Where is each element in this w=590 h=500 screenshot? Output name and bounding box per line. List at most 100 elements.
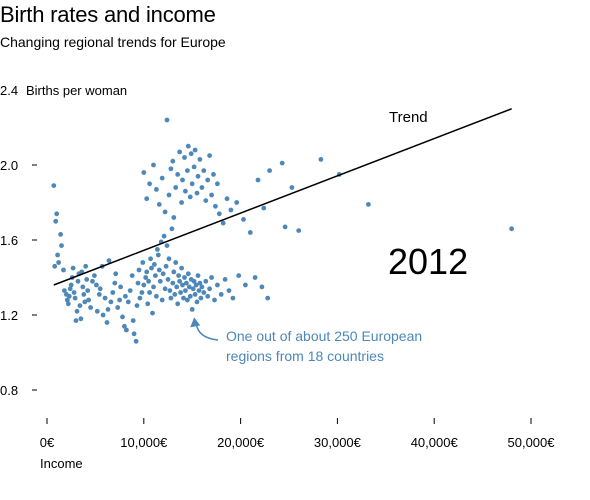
data-point	[120, 314, 125, 320]
data-point	[161, 233, 167, 239]
data-point	[267, 168, 272, 174]
data-point	[205, 293, 211, 299]
data-point	[72, 295, 78, 301]
x-axis-title: Income	[40, 456, 83, 471]
data-point	[177, 149, 183, 155]
data-point	[184, 280, 189, 286]
data-point	[164, 243, 170, 249]
data-point	[318, 157, 324, 162]
data-point	[135, 280, 141, 286]
data-point	[199, 185, 205, 190]
chart-subtitle: Changing regional trends for Europe	[0, 34, 226, 50]
y-axis: 0.8 1.2 1.6 2.0 2.4	[0, 83, 37, 398]
data-point	[141, 170, 147, 175]
data-point	[213, 203, 218, 209]
data-point	[90, 278, 95, 284]
data-point	[134, 303, 140, 308]
data-point	[366, 202, 371, 207]
data-point	[105, 307, 111, 312]
data-point	[203, 198, 209, 204]
data-point	[215, 282, 220, 288]
data-point	[130, 318, 136, 323]
data-point	[243, 282, 248, 288]
data-point	[148, 256, 154, 262]
data-point	[139, 290, 145, 295]
data-point	[180, 177, 185, 183]
data-point	[265, 295, 271, 301]
data-point	[192, 147, 198, 153]
data-point	[154, 293, 159, 299]
data-point	[183, 188, 188, 194]
data-point	[170, 158, 176, 164]
y-tick-label: 2.0	[0, 158, 18, 173]
data-point	[78, 316, 84, 322]
data-point	[188, 151, 194, 157]
data-point	[194, 190, 200, 196]
data-point	[215, 181, 220, 187]
trend-line	[53, 108, 512, 286]
data-point	[241, 217, 246, 222]
data-point	[162, 286, 168, 292]
data-point	[177, 278, 183, 284]
data-point	[59, 243, 64, 249]
data-point	[106, 258, 112, 263]
data-point	[212, 297, 217, 303]
year-label: 2012	[388, 241, 468, 282]
data-point	[182, 275, 187, 280]
data-point	[222, 277, 228, 282]
arrowhead-icon	[190, 317, 201, 328]
data-point	[84, 277, 90, 282]
y-tick-label: 1.6	[0, 233, 18, 248]
data-point	[102, 295, 108, 301]
data-point	[124, 327, 129, 333]
data-point	[193, 282, 199, 288]
data-point	[149, 265, 154, 271]
data-point	[166, 192, 172, 198]
data-point	[173, 185, 179, 190]
data-point	[74, 308, 80, 314]
data-point	[180, 282, 185, 288]
data-point	[70, 265, 76, 271]
data-point	[110, 290, 116, 295]
data-point	[185, 297, 190, 303]
data-point	[171, 215, 177, 220]
data-point	[509, 226, 514, 232]
data-point	[145, 301, 151, 307]
y-axis-title: Births per woman	[26, 83, 127, 98]
data-point	[169, 226, 175, 232]
x-tick-label: 0€	[40, 435, 55, 450]
data-point	[58, 232, 63, 237]
data-point	[108, 299, 114, 305]
data-point	[181, 295, 186, 301]
data-point	[190, 286, 196, 292]
data-point	[191, 164, 197, 170]
data-point	[182, 155, 187, 160]
data-points	[51, 117, 514, 344]
data-point	[172, 292, 178, 297]
data-point	[131, 331, 137, 337]
data-point	[198, 295, 204, 301]
trend-label: Trend	[389, 109, 428, 126]
data-point	[156, 267, 162, 273]
data-point	[155, 252, 161, 258]
data-point	[104, 320, 110, 325]
data-point	[236, 273, 242, 278]
data-point	[133, 338, 139, 344]
data-point	[141, 282, 147, 288]
annotation-arrow-icon	[195, 323, 219, 341]
data-point	[56, 260, 61, 265]
data-point	[85, 288, 91, 293]
data-point	[81, 292, 87, 297]
data-point	[97, 286, 103, 292]
x-axis: 0€ 10,000€ 20,000€ 30,000€ 40,000€ 50,000€	[40, 418, 555, 450]
data-point	[73, 318, 79, 323]
data-point	[171, 269, 177, 275]
data-point	[189, 307, 195, 312]
data-point	[147, 181, 153, 187]
data-point	[127, 288, 133, 293]
data-point	[176, 273, 182, 278]
data-point	[187, 293, 193, 299]
data-point	[154, 187, 159, 192]
data-point	[94, 308, 100, 314]
